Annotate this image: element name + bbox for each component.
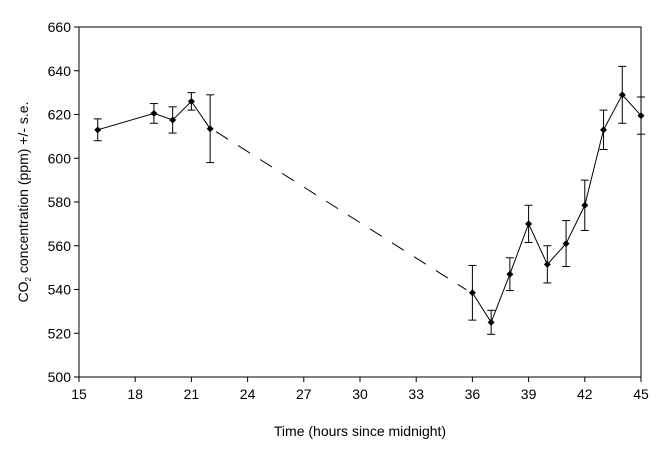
plot-area	[78, 26, 642, 378]
y-axis-ticks: 500 520 540 560 580 600 620 640 660	[48, 19, 79, 385]
x-axis-ticks: 15 18 21 24 27 30 33 36 39 42 45	[71, 377, 649, 402]
x-tick-label: 33	[408, 386, 424, 402]
y-tick-label: 540	[48, 282, 72, 298]
x-tick-label: 18	[127, 386, 143, 402]
data-point-marker	[468, 289, 476, 297]
data-point-marker	[543, 260, 551, 268]
y-axis-title-prefix: CO	[15, 281, 31, 302]
data-point-marker	[562, 240, 570, 248]
y-tick-label: 620	[48, 107, 72, 123]
dashed-connector-line	[215, 131, 467, 291]
y-tick-label: 580	[48, 194, 72, 210]
x-tick-label: 24	[240, 386, 256, 402]
x-tick-label: 15	[71, 386, 87, 402]
data-point-marker	[150, 109, 158, 117]
data-point-marker	[169, 116, 177, 124]
data-point-marker	[637, 112, 645, 120]
x-axis-title: Time (hours since midnight)	[274, 423, 446, 439]
x-tick-label: 27	[296, 386, 312, 402]
data-point-marker	[581, 201, 589, 209]
y-tick-label: 640	[48, 63, 72, 79]
data-point-marker	[506, 270, 514, 278]
x-tick-label: 36	[465, 386, 481, 402]
data-point-marker	[94, 126, 102, 134]
y-tick-label: 660	[48, 19, 72, 35]
data-point-marker	[618, 91, 626, 99]
x-tick-label: 42	[577, 386, 593, 402]
y-axis-title-subscript: 2	[24, 276, 33, 281]
data-point-marker	[206, 125, 214, 133]
y-axis-title-suffix: concentration (ppm) +/- s.e.	[15, 102, 31, 277]
y-tick-label: 500	[48, 369, 72, 385]
x-tick-label: 45	[633, 386, 649, 402]
y-tick-label: 560	[48, 238, 72, 254]
data-point-marker	[187, 97, 195, 105]
y-tick-label: 600	[48, 150, 72, 166]
x-tick-label: 39	[521, 386, 537, 402]
series-line-second-segment	[471, 93, 642, 324]
y-axis-title: CO2 concentration (ppm) +/- s.e.	[15, 102, 33, 303]
y-tick-label: 520	[48, 325, 72, 341]
x-tick-label: 21	[184, 386, 200, 402]
data-markers	[94, 91, 645, 326]
gap-connector	[215, 131, 467, 291]
data-point-marker	[525, 220, 533, 228]
data-point-marker	[600, 126, 608, 134]
data-point-marker	[487, 318, 495, 326]
x-tick-label: 30	[352, 386, 368, 402]
